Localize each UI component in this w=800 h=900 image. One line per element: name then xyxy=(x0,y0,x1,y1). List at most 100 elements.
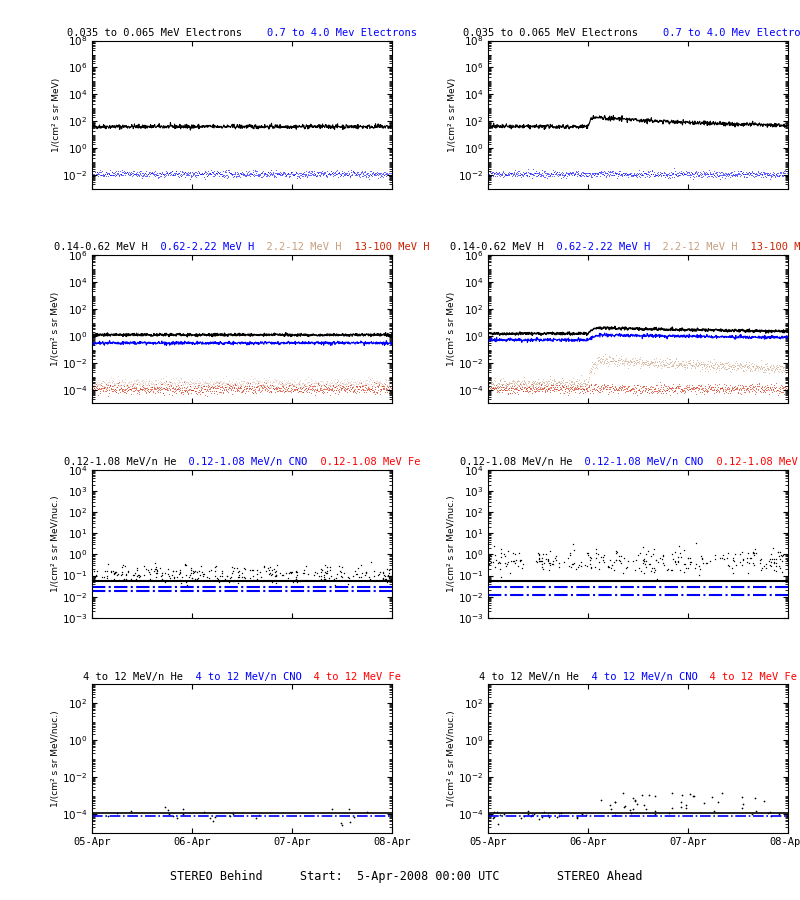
Point xyxy=(233,167,246,182)
Point xyxy=(762,168,774,183)
Point xyxy=(686,168,699,183)
Point xyxy=(643,557,656,572)
Point xyxy=(698,168,711,183)
Point xyxy=(531,168,544,183)
Point xyxy=(261,168,274,183)
Point xyxy=(511,169,524,184)
Point xyxy=(187,379,200,393)
Point xyxy=(369,574,382,589)
Point xyxy=(257,164,270,178)
Point xyxy=(173,374,186,389)
Point xyxy=(319,168,332,183)
Point xyxy=(193,165,206,179)
Point xyxy=(385,164,398,178)
Point xyxy=(86,382,98,396)
Point xyxy=(552,378,565,392)
Point xyxy=(161,165,174,179)
Point xyxy=(673,165,686,179)
Point xyxy=(198,805,211,819)
Point xyxy=(109,382,122,396)
Point xyxy=(598,167,610,182)
Point xyxy=(513,382,526,397)
Point xyxy=(331,382,344,397)
Point xyxy=(546,374,558,388)
Point xyxy=(532,380,545,394)
Point xyxy=(491,555,504,570)
Point xyxy=(494,167,506,182)
Point xyxy=(753,376,766,391)
Point xyxy=(243,379,256,393)
Point xyxy=(699,357,712,372)
Point xyxy=(185,168,198,183)
Point xyxy=(610,545,623,560)
Point xyxy=(752,379,765,393)
Point xyxy=(198,379,210,393)
Point xyxy=(258,560,270,574)
Point xyxy=(154,569,167,583)
Point xyxy=(737,380,750,394)
Point xyxy=(532,382,545,396)
Point xyxy=(207,382,220,396)
Point xyxy=(105,564,118,579)
Point xyxy=(582,166,594,180)
Point xyxy=(696,166,709,181)
Point xyxy=(679,356,692,371)
Point xyxy=(136,374,149,389)
Point xyxy=(601,166,614,180)
Point xyxy=(601,351,614,365)
Point xyxy=(665,381,678,395)
Point xyxy=(284,381,297,395)
Point xyxy=(383,375,396,390)
Point xyxy=(359,566,372,580)
Point xyxy=(342,376,354,391)
Point xyxy=(758,360,770,374)
Point xyxy=(123,382,136,396)
Point xyxy=(572,381,585,395)
Point xyxy=(492,380,505,394)
Point xyxy=(761,359,774,374)
Point xyxy=(270,373,282,387)
Point xyxy=(219,376,232,391)
Point xyxy=(290,570,302,584)
Point xyxy=(205,166,218,181)
Point xyxy=(766,380,778,394)
Point xyxy=(254,378,266,392)
Point xyxy=(362,380,374,394)
Point xyxy=(574,166,587,181)
Point xyxy=(301,169,314,184)
Point xyxy=(657,168,670,183)
Point xyxy=(179,165,192,179)
Point xyxy=(594,382,606,397)
Point xyxy=(186,165,198,179)
Point xyxy=(330,572,342,586)
Point xyxy=(379,166,392,181)
Point xyxy=(730,166,742,181)
Point xyxy=(502,555,514,570)
Point xyxy=(642,544,654,558)
Point xyxy=(218,169,231,184)
Point xyxy=(112,369,125,383)
Point xyxy=(689,356,702,371)
Point xyxy=(263,377,276,392)
Point xyxy=(270,166,283,181)
Point xyxy=(254,166,267,181)
Point xyxy=(571,380,584,394)
Point xyxy=(137,378,150,392)
Point xyxy=(196,376,209,391)
Point xyxy=(735,381,748,395)
Point xyxy=(317,166,330,180)
Point xyxy=(107,376,120,391)
Point xyxy=(698,382,711,397)
Point xyxy=(128,380,141,394)
Point xyxy=(138,380,150,394)
Point xyxy=(110,806,123,821)
Point xyxy=(509,556,522,571)
Point xyxy=(744,363,757,377)
Point xyxy=(270,166,282,181)
Point xyxy=(360,385,373,400)
Point xyxy=(543,166,556,181)
Point xyxy=(356,379,369,393)
Point xyxy=(679,167,692,182)
Point xyxy=(324,167,337,182)
Point xyxy=(656,166,669,181)
